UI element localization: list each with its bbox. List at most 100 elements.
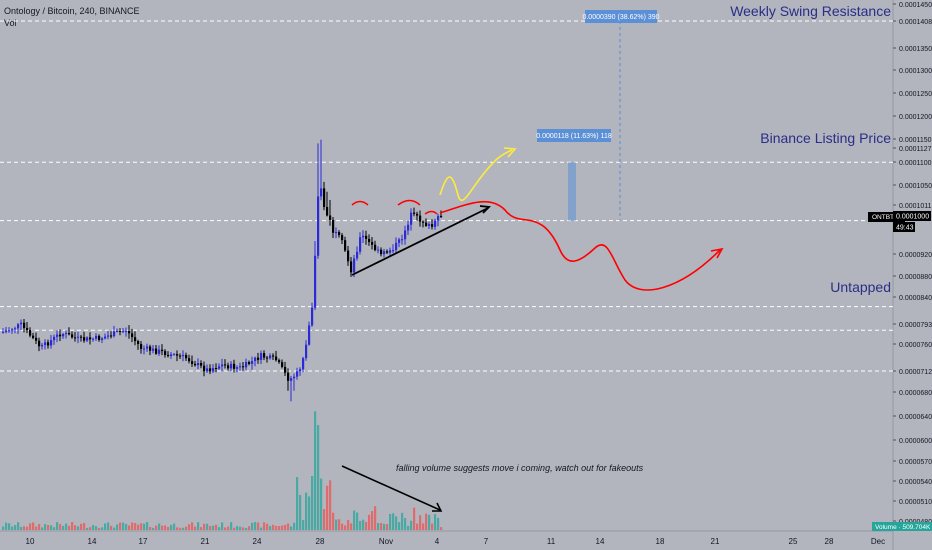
candle-body (284, 366, 287, 373)
candle-body (71, 334, 74, 338)
volume-bar (170, 524, 173, 530)
candle-body (218, 366, 221, 369)
volume-bar (317, 425, 320, 530)
x-tick-label: 21 (201, 537, 210, 546)
volume-bar (32, 522, 35, 530)
candle-body (176, 354, 179, 356)
candle-body (8, 330, 11, 332)
volume-bar (128, 525, 131, 530)
candle-body (299, 369, 302, 372)
volume-bar (59, 524, 62, 530)
volume-bar (278, 526, 281, 530)
y-tick-label: 0.0000880 (899, 274, 932, 281)
candle-body (257, 357, 260, 360)
volume-bar (413, 507, 416, 530)
candle-body (278, 360, 281, 363)
symbol-tag-bg (868, 212, 905, 222)
candle-body (353, 258, 356, 273)
candle-body (161, 349, 164, 352)
measure-label: 0.0000390 (38.62%) 390 (582, 14, 659, 21)
candle-body (365, 235, 368, 239)
x-tick-label: 21 (711, 537, 720, 546)
candle-body (89, 337, 92, 340)
candle-body (206, 368, 209, 372)
candle-body (101, 338, 104, 340)
volume-bar (14, 525, 17, 530)
candle-body (80, 336, 83, 338)
x-tick-label: 7 (484, 537, 489, 546)
candle-body (281, 362, 284, 367)
volume-bar (107, 522, 110, 530)
candle-body (140, 344, 143, 349)
volume-bar (254, 522, 257, 530)
volume-bar (122, 522, 125, 530)
volume-bar (80, 523, 83, 530)
volume-bar (203, 523, 206, 530)
volume-bar (368, 514, 371, 530)
volume-bar (182, 527, 185, 530)
candle-body (14, 328, 17, 330)
volume-bar (161, 525, 164, 530)
candle-body (341, 235, 344, 241)
candle-body (170, 354, 173, 357)
candle-body (266, 357, 269, 359)
resistance-touch (424, 210, 438, 215)
volume-bar (353, 510, 356, 530)
volume-bar (164, 525, 167, 530)
candle-body (236, 367, 239, 369)
candle-body (338, 232, 341, 236)
volume-bar (314, 411, 317, 530)
candle-body (194, 363, 197, 366)
volume-bar (377, 523, 380, 530)
volume-bar (395, 516, 398, 530)
y-tick-label: 0.0001050 (899, 183, 932, 190)
candle-body (254, 357, 257, 361)
candle-body (290, 378, 293, 381)
candle-body (383, 251, 386, 255)
x-tick-label: 4 (435, 537, 440, 546)
volume-bar (383, 523, 386, 530)
candle-body (416, 213, 419, 216)
candle-body (389, 250, 392, 253)
candle-body (356, 251, 359, 259)
volume-arrow (341, 465, 441, 511)
volume-bar (434, 514, 437, 530)
volume-bar (251, 522, 254, 530)
candle-body (368, 238, 371, 243)
y-tick-label: 0.0001450 (899, 2, 932, 9)
measure-label-bg (537, 129, 611, 142)
x-tick-label: 24 (253, 537, 262, 546)
candle-body (248, 362, 251, 364)
resistance-touch (351, 200, 369, 206)
candle-body (59, 334, 62, 337)
candle-body (164, 351, 167, 355)
volume-bar (62, 525, 65, 530)
y-tick-label: 0.0000570 (899, 459, 932, 466)
volume-bar (212, 525, 215, 530)
candle-body (188, 358, 191, 362)
candle-body (230, 363, 233, 369)
volume-bar (197, 522, 200, 530)
volume-bar (113, 527, 116, 530)
volume-bar (158, 523, 161, 530)
volume-bar (350, 523, 353, 530)
volume-bar (269, 526, 272, 530)
volume-bar (239, 526, 242, 530)
candle-body (326, 207, 329, 216)
volume-bar (77, 526, 80, 530)
volume-bar (332, 512, 335, 530)
candle-body (2, 331, 5, 333)
volume-bar (143, 523, 146, 530)
volume-bar (347, 519, 350, 530)
symbol-tag: ONTBTC (872, 214, 899, 221)
candle-body (296, 371, 299, 377)
candle-body (74, 337, 77, 339)
candle-body (17, 324, 20, 329)
candle-body (62, 334, 65, 337)
candle-body (332, 219, 335, 233)
candle-body (173, 354, 176, 356)
volume-bar (146, 522, 149, 530)
volume-bar (83, 523, 86, 530)
